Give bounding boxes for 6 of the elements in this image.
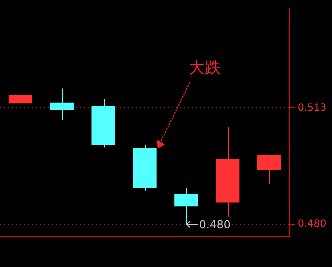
annotation: 0.480 [199,218,231,232]
candlestick [50,88,74,122]
candlestick [174,187,198,226]
annotation: 大跌 [189,58,221,77]
candlestick [257,154,282,185]
y-tick-label: 0.513 [298,102,327,114]
